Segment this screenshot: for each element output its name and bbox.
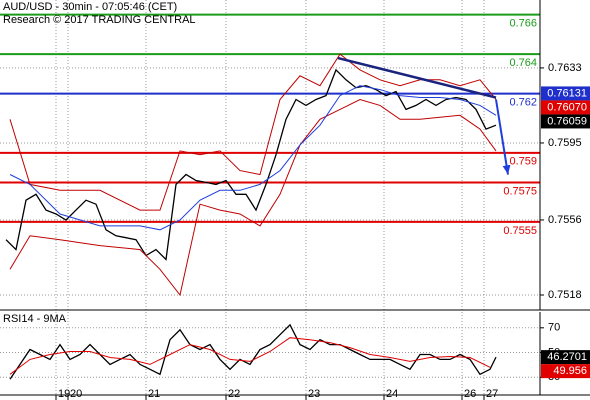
- series-line: [9, 323, 497, 380]
- price-marker: [541, 350, 590, 365]
- chart-subtitle: Research © 2017 TRADING CENTRAL: [3, 14, 196, 26]
- y-tick-label: 70: [548, 322, 560, 334]
- arrow-shaft: [495, 99, 509, 175]
- level-label: 0.762: [509, 96, 537, 108]
- chart-title: RSI14 - 9MA: [3, 313, 67, 325]
- level-label: 0.7575: [503, 185, 537, 197]
- price-marker: [541, 86, 590, 101]
- trendline: [337, 56, 497, 99]
- series-line: [9, 98, 497, 297]
- level-label: 0.759: [509, 156, 537, 168]
- price-marker: [541, 114, 590, 129]
- x-tick-label: 19: [58, 388, 70, 400]
- series-line: [5, 68, 497, 261]
- price-marker-label: 0.76059: [547, 115, 587, 127]
- x-tick-label: 26: [464, 388, 476, 400]
- level-label: 0.764: [509, 57, 537, 69]
- price-marker-label: 46.2701: [547, 351, 587, 363]
- x-tick-label: 24: [386, 388, 398, 400]
- level-label: 0.7555: [503, 225, 537, 237]
- x-tick-label: 20: [70, 388, 82, 400]
- arrow-head: [502, 164, 511, 175]
- x-tick-label: 22: [228, 388, 240, 400]
- price-marker-label: 0.76070: [547, 101, 587, 113]
- price-marker: [541, 364, 590, 379]
- y-tick-label: 0.7633: [548, 62, 582, 74]
- y-tick-label: 0.7556: [548, 214, 582, 226]
- x-tick-label: 23: [308, 388, 320, 400]
- series-line: [9, 337, 491, 375]
- x-tick-label: 27: [486, 388, 498, 400]
- price-marker: [541, 100, 590, 115]
- x-tick-label: 21: [148, 388, 160, 400]
- chart-title: AUD/USD - 30min - 07:05:46 (CET): [3, 1, 177, 13]
- y-tick-label: 0.7518: [548, 289, 582, 301]
- price-marker-label: 0.76131: [547, 87, 587, 99]
- series-line: [9, 85, 497, 231]
- y-tick-label: 0.7595: [548, 137, 582, 149]
- level-label: 0.766: [509, 18, 537, 30]
- price-marker-label: 49.956: [553, 365, 587, 377]
